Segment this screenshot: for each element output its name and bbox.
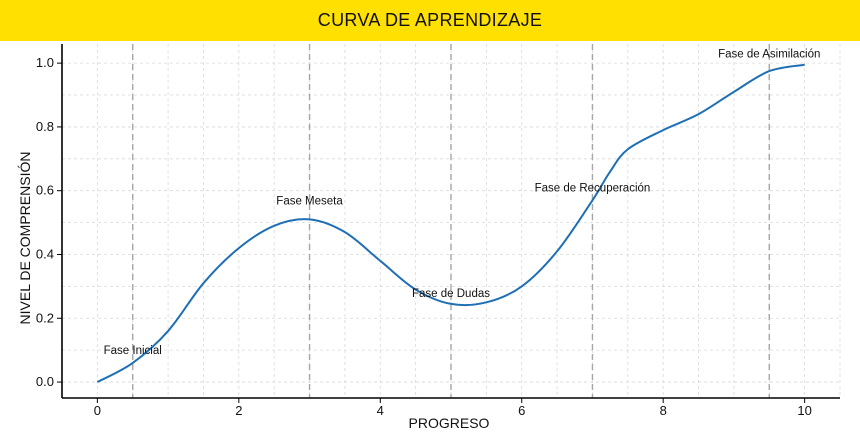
x-tick-label: 10 [797,403,811,418]
x-tick-label: 2 [235,403,242,418]
x-tick-label: 4 [377,403,384,418]
learning-curve-line [96,63,805,383]
chart-title-bar: CURVA DE APRENDIZAJE [0,0,860,41]
y-tick-label: 1.0 [36,55,54,70]
x-tick-label: 0 [94,403,101,418]
chart-title: CURVA DE APRENDIZAJE [317,10,543,30]
phase-annotation: Fase Inicial [104,345,162,357]
y-tick-label: 0.8 [36,119,54,134]
y-tick-label: 0.0 [36,374,54,389]
x-tick-label: 8 [660,403,667,418]
annotations: Fase Inicial Fase Meseta Fase de Dudas Fase… [104,49,821,358]
x-tick-label: 6 [518,403,525,418]
phase-annotation: Fase Meseta [276,195,343,207]
phase-annotation: Fase de Dudas [412,288,490,300]
y-axis-label: NIVEL DE COMPRENSIÓN [17,152,33,325]
ticks: 0 2 4 6 8 10 0.0 0.2 0.4 0.6 0.8 1.0 [36,55,812,418]
phase-lines [132,44,770,398]
y-tick-label: 0.4 [36,246,54,261]
x-axis-label: PROGRESO [409,415,490,431]
phase-annotation: Fase de Asimilación [718,49,820,61]
axes [61,44,840,399]
y-tick-label: 0.6 [36,183,54,198]
phase-annotation: Fase de Recuperación [535,183,651,195]
y-tick-label: 0.2 [36,310,54,325]
